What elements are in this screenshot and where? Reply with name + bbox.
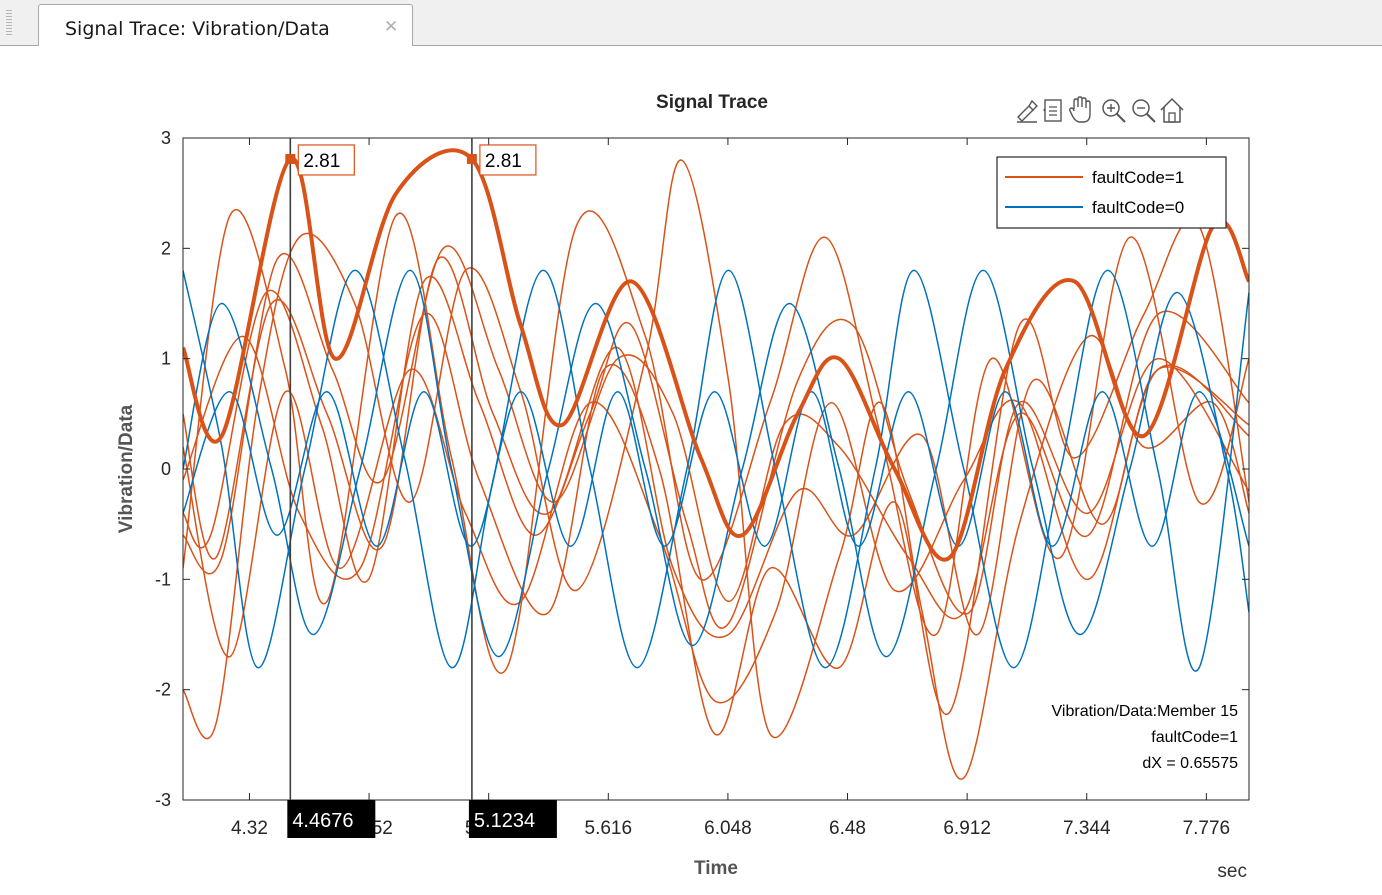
pan-icon[interactable] (1069, 96, 1091, 123)
cursor-x-box (468, 800, 557, 838)
series-line[interactable] (183, 269, 1249, 658)
x-axis-label: Time (694, 858, 738, 879)
chart-title: Signal Trace (656, 92, 768, 113)
series-line[interactable] (183, 391, 1249, 547)
series-line[interactable] (183, 275, 1249, 629)
x-tick-label: 4.32 (231, 818, 268, 839)
legend-label-fault1: faultCode=1 (1092, 168, 1184, 187)
series-group (183, 148, 1249, 780)
x-tick-label: 5.616 (585, 818, 633, 839)
series-line[interactable] (183, 364, 1249, 704)
legend-label-fault0: faultCode=0 (1092, 198, 1184, 217)
cursor-marker[interactable] (466, 153, 477, 164)
series-line-highlighted[interactable] (183, 148, 1249, 562)
cursor-group: 2.81 4.4676 2.81 5.1234 (285, 138, 557, 838)
x-axis-unit: sec (1217, 861, 1247, 882)
cursor-value-label: 2.81 (303, 151, 340, 172)
series-line[interactable] (183, 269, 1249, 672)
y-tick-label: 3 (161, 128, 171, 148)
x-tick-label: 7.776 (1183, 818, 1231, 839)
datatip-icon[interactable] (1043, 99, 1062, 122)
tab-signal-trace[interactable]: Signal Trace: Vibration/Data ✕ (38, 4, 413, 47)
y-tick-label: 1 (161, 349, 171, 369)
tab-strip: Signal Trace: Vibration/Data ✕ (0, 0, 1382, 47)
cursor-x-label: 4.4676 (292, 810, 353, 832)
y-tick-label: -3 (155, 790, 171, 810)
cursor-marker[interactable] (285, 153, 296, 164)
legend[interactable]: faultCode=1 faultCode=0 (996, 156, 1227, 229)
member-annotation: Vibration/Data:Member 15 faultCode=1 dX … (1052, 703, 1239, 772)
y-tick-label: 2 (161, 238, 171, 258)
close-icon[interactable]: ✕ (384, 17, 399, 36)
home-icon[interactable] (1160, 97, 1184, 123)
cursor-x-box (287, 800, 376, 838)
zoom-in-icon[interactable] (1102, 99, 1126, 123)
x-tick-label: 7.344 (1063, 818, 1111, 839)
series-line[interactable] (183, 159, 1249, 780)
axes-toolbar (1017, 96, 1184, 123)
cursor-value-label: 2.81 (485, 151, 522, 172)
x-tick-label: 6.48 (829, 818, 866, 839)
x-tick-label: 6.912 (943, 818, 991, 839)
cursor-x-label: 5.1234 (474, 810, 535, 832)
cursor-value-box (297, 144, 355, 176)
annotation-member: Vibration/Data:Member 15 (1052, 703, 1239, 720)
tabstrip-grip[interactable] (6, 10, 12, 36)
series-line[interactable] (183, 218, 1249, 736)
annotation-group: faultCode=1 (1151, 729, 1238, 746)
zoom-out-icon[interactable] (1132, 99, 1156, 123)
y-tick-label: -1 (155, 569, 171, 589)
series-line[interactable] (183, 208, 1249, 674)
cursor-value-box (479, 144, 537, 176)
series-line[interactable] (183, 256, 1249, 639)
y-tick-label: -2 (155, 680, 171, 700)
brush-icon[interactable] (1017, 99, 1038, 123)
annotation-dx: dX = 0.65575 (1142, 755, 1238, 772)
y-tick-label: 0 (161, 459, 171, 479)
y-axis-label: Vibration/Data (116, 404, 137, 533)
axes-group: -3-2-101234.324.7525.1845.6166.0486.486.… (155, 128, 1250, 839)
tab-title: Signal Trace: Vibration/Data (65, 18, 330, 40)
x-tick-label: 6.048 (704, 818, 752, 839)
